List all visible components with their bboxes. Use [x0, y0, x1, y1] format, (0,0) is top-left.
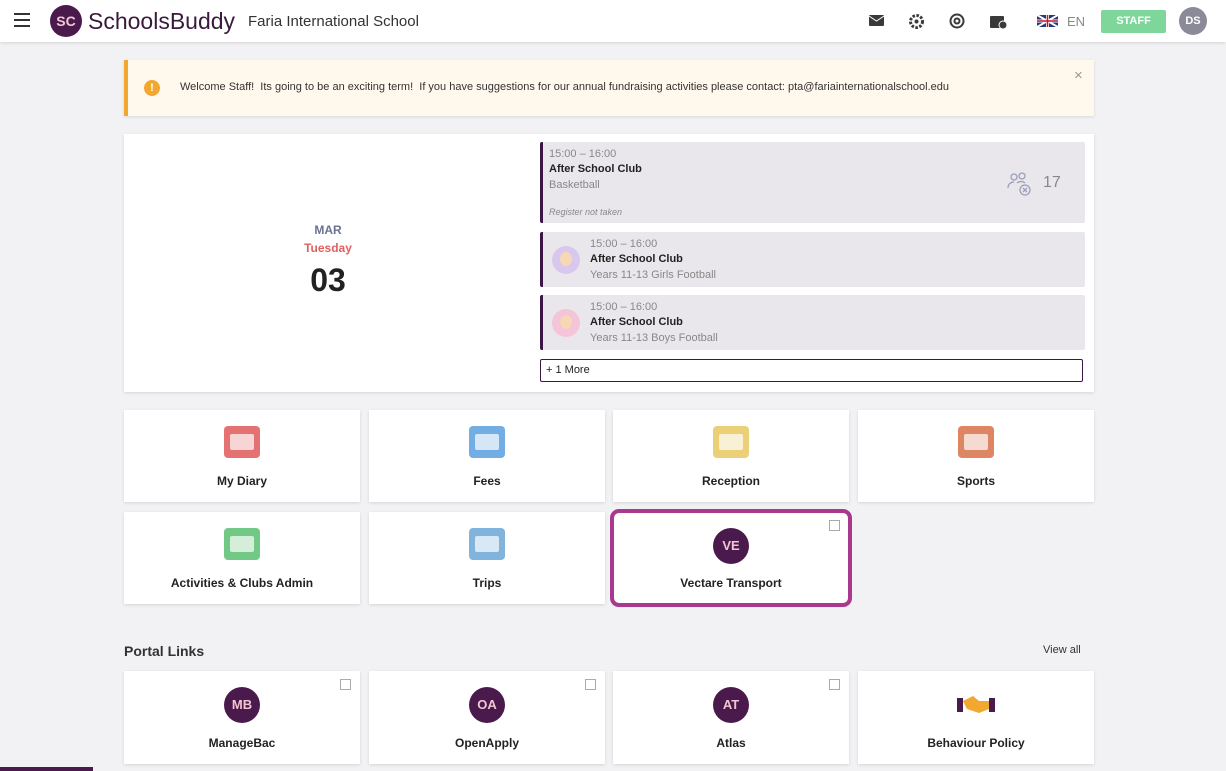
- tile-icon-detail: [719, 434, 743, 450]
- app-tile[interactable]: Trips: [369, 512, 605, 604]
- mail-icon[interactable]: [869, 15, 884, 26]
- calendar-icon[interactable]: [990, 13, 1007, 29]
- section-title: Portal Links: [124, 643, 205, 659]
- attendance-icon: [1007, 171, 1033, 197]
- logo[interactable]: SC: [50, 5, 82, 37]
- attendance-count: 17: [1043, 174, 1061, 191]
- view-all-link[interactable]: View all: [1043, 644, 1081, 656]
- school-name: Faria International School: [248, 13, 419, 30]
- tile-label: Fees: [473, 474, 501, 488]
- event-card[interactable]: 15:00 – 16:00 After School Club Years 11-1…: [540, 232, 1085, 287]
- app-tile[interactable]: VE Vectare Transport: [613, 512, 849, 604]
- app-tile[interactable]: My Diary: [124, 410, 360, 502]
- event-title: After School Club: [549, 163, 642, 175]
- event-avatar: [552, 246, 580, 274]
- tile-label: Activities & Clubs Admin: [170, 576, 314, 590]
- portal-logo: AT: [713, 687, 749, 723]
- language[interactable]: EN: [1067, 14, 1086, 29]
- tile-label: Trips: [472, 576, 502, 590]
- event-avatar: [552, 309, 580, 337]
- avatar[interactable]: DS: [1179, 7, 1207, 35]
- event-title: After School Club: [590, 253, 683, 265]
- more-button[interactable]: + 1 More: [540, 359, 1083, 382]
- portal-tile[interactable]: Behaviour Policy: [858, 671, 1094, 764]
- portal-icon: [957, 693, 995, 715]
- portal-label: OpenApply: [454, 736, 519, 750]
- tile-icon-detail: [475, 434, 499, 450]
- settings-icon[interactable]: [909, 14, 924, 29]
- app-tile[interactable]: Fees: [369, 410, 605, 502]
- tile-icon: [224, 528, 260, 560]
- portal-label: Atlas: [716, 736, 746, 750]
- event-time: 15:00 – 16:00: [590, 238, 658, 250]
- tile-label: My Diary: [216, 474, 268, 488]
- warning-icon: !: [144, 80, 160, 96]
- progress-bar: [0, 767, 93, 771]
- portal-label: Behaviour Policy: [927, 736, 1025, 750]
- portal-tile[interactable]: OA OpenApply: [369, 671, 605, 764]
- event-subtitle: Years 11-13 Boys Football: [590, 332, 718, 344]
- flag-icon[interactable]: [1037, 15, 1058, 27]
- portal-tile[interactable]: MB ManageBac: [124, 671, 360, 764]
- event-subtitle: Years 11-13 Girls Football: [590, 269, 716, 281]
- event-title: After School Club: [590, 316, 683, 328]
- event-card[interactable]: 15:00 – 16:00 After School Club Basketball…: [540, 142, 1085, 223]
- avatar-face: [560, 252, 572, 266]
- event-note: Register not taken: [549, 207, 623, 217]
- tile-icon-detail: [475, 536, 499, 552]
- external-link-icon: [829, 520, 840, 531]
- tile-logo: VE: [713, 528, 749, 564]
- event-card[interactable]: 15:00 – 16:00 After School Club Years 11-1…: [540, 295, 1085, 350]
- day: 03: [310, 262, 346, 298]
- external-link-icon: [585, 679, 596, 690]
- tile-icon: [713, 426, 749, 458]
- event-subtitle: Basketball: [549, 179, 600, 191]
- external-link-icon: [340, 679, 351, 690]
- schedule-card: MAR Tuesday 03 + 1 More 15:00 – 16:00 Aft…: [124, 134, 1094, 392]
- top-bar: SC SchoolsBuddy Faria International Scho…: [0, 0, 1226, 42]
- app-tile[interactable]: Reception: [613, 410, 849, 502]
- tile-icon-detail: [230, 434, 254, 450]
- banner: ! Welcome Staff! Its going to be an exci…: [124, 60, 1094, 116]
- portal-logo: MB: [224, 687, 260, 723]
- tile-icon: [224, 426, 260, 458]
- tile-icon: [469, 426, 505, 458]
- tile-icon-detail: [964, 434, 988, 450]
- month: MAR: [314, 223, 342, 237]
- tile-icon-detail: [230, 536, 254, 552]
- tile-icon: [958, 426, 994, 458]
- tile-label: Reception: [701, 474, 760, 488]
- tile-icon: [469, 528, 505, 560]
- tile-label: Sports: [956, 474, 995, 488]
- app-tile[interactable]: Activities & Clubs Admin: [124, 512, 360, 604]
- event-time: 15:00 – 16:00: [549, 148, 617, 160]
- portal-tile[interactable]: AT Atlas: [613, 671, 849, 764]
- menu-button[interactable]: [14, 13, 30, 27]
- external-link-icon: [829, 679, 840, 690]
- event-time: 15:00 – 16:00: [590, 301, 658, 313]
- brand[interactable]: SchoolsBuddy: [88, 8, 236, 34]
- tile-label: Vectare Transport: [680, 576, 782, 590]
- avatar-face: [560, 315, 572, 329]
- role-badge[interactable]: STAFF: [1101, 10, 1166, 33]
- weekday: Tuesday: [304, 241, 352, 255]
- help-icon[interactable]: [949, 13, 965, 29]
- close-button[interactable]: ×: [1074, 67, 1083, 84]
- portal-label: ManageBac: [208, 736, 276, 750]
- portal-logo: OA: [469, 687, 505, 723]
- banner-message: Welcome Staff! Its going to be an exciti…: [180, 81, 949, 93]
- app-tile[interactable]: Sports: [858, 410, 1094, 502]
- tile-highlight: [610, 509, 852, 607]
